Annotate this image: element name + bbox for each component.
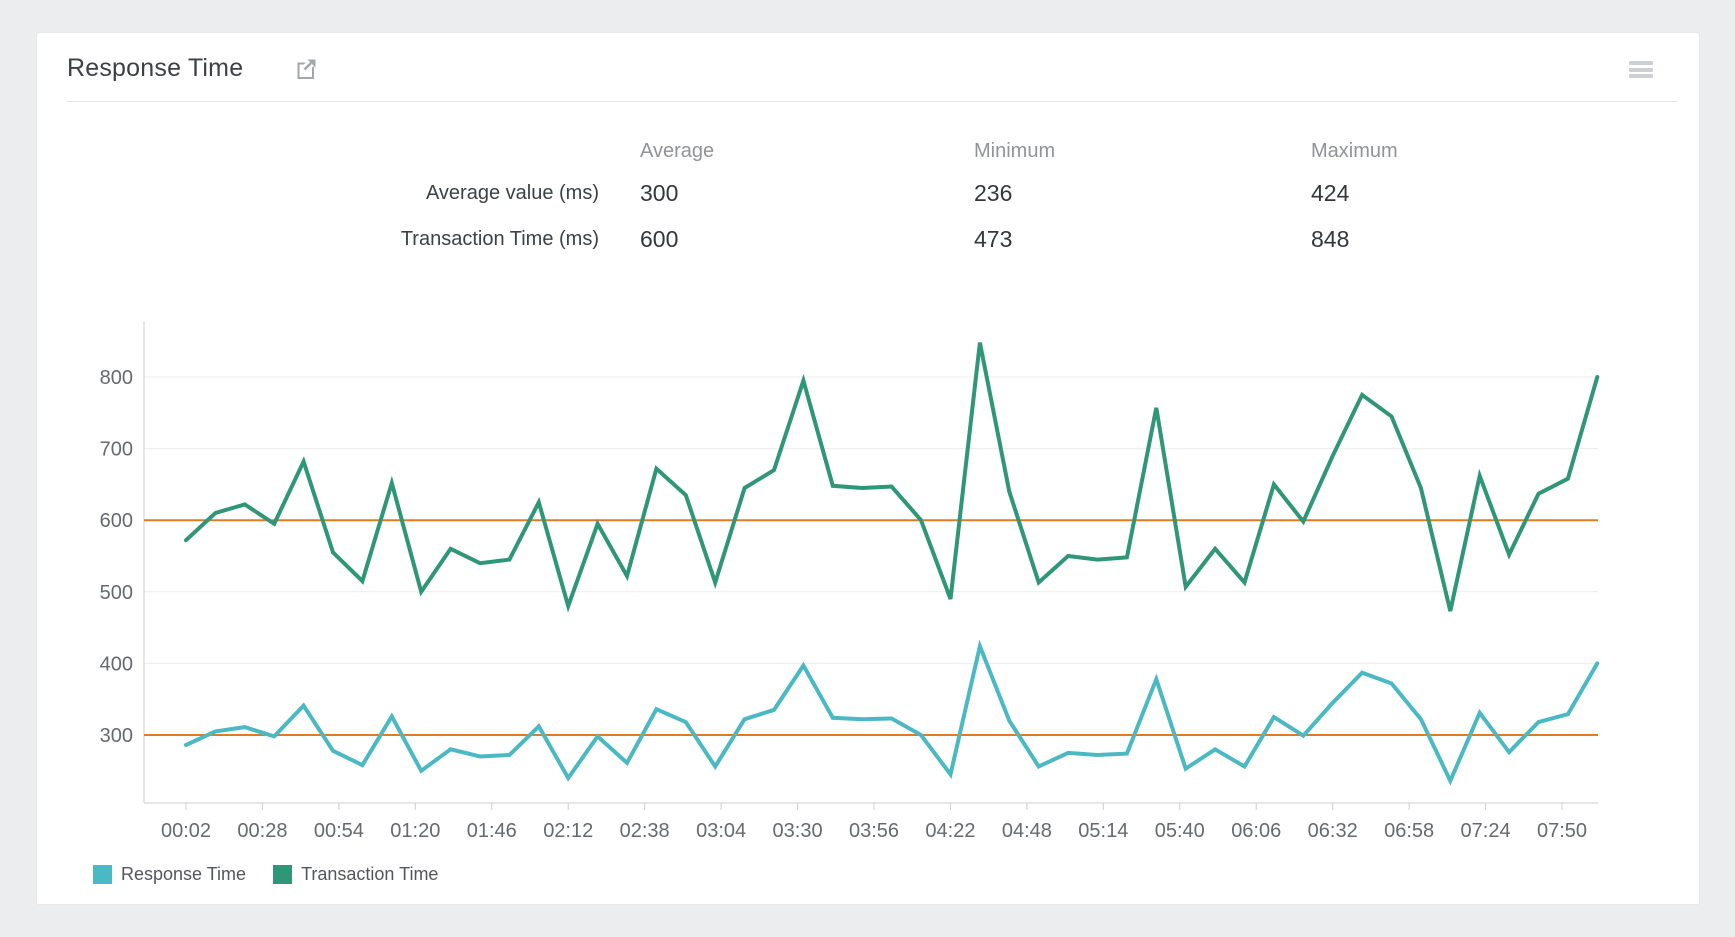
stats-col-minimum: Minimum [974, 140, 1056, 162]
y-axis-label: 500 [100, 582, 133, 604]
y-axis-label: 300 [100, 725, 133, 747]
x-axis-label: 03:56 [849, 820, 899, 842]
x-axis-label: 06:32 [1308, 820, 1358, 842]
stats-average-value: 600 [640, 226, 679, 252]
stats-row-label: Average value (ms) [425, 182, 599, 204]
widget-header: Response Time [37, 33, 1699, 102]
series-line-transaction-time[interactable] [184, 342, 1600, 613]
x-axis-label: 06:06 [1231, 820, 1281, 842]
response-time-widget: Response Time Average Minimum Maximum Av… [36, 32, 1700, 905]
x-axis-label: 01:46 [467, 820, 517, 842]
stats-maximum-value: 848 [1311, 226, 1350, 252]
response-time-swatch [93, 865, 112, 884]
x-axis-label: 03:30 [773, 820, 823, 842]
stats-minimum-value: 473 [974, 226, 1013, 252]
legend-label: Response Time [121, 864, 247, 884]
stats-average-value: 300 [640, 180, 679, 206]
stats-row-transaction: Transaction Time (ms) 600 473 848 [37, 223, 1677, 255]
x-axis-label: 06:58 [1384, 820, 1434, 842]
y-axis-label: 400 [100, 653, 133, 675]
header-divider [67, 101, 1677, 102]
hamburger-menu-icon[interactable] [1629, 61, 1653, 78]
x-axis-label: 05:40 [1155, 820, 1205, 842]
transaction-time-swatch [273, 865, 293, 884]
x-axis-label: 02:38 [620, 820, 670, 842]
x-axis-label: 00:54 [314, 820, 364, 842]
stats-col-average: Average [640, 140, 715, 162]
stats-minimum-value: 236 [974, 180, 1013, 206]
x-axis-label: 04:48 [1002, 820, 1052, 842]
widget-title: Response Time [67, 54, 244, 82]
stats-row-label: Transaction Time (ms) [400, 228, 599, 250]
x-axis-label: 01:20 [390, 820, 440, 842]
stats-row-response: Average value (ms) 300 236 424 [37, 177, 1677, 209]
legend-label: Transaction Time [301, 864, 439, 884]
series-line-response-time[interactable] [184, 639, 1600, 786]
stats-table: Average Minimum Maximum Average value (m… [37, 125, 1699, 265]
x-axis-label: 00:28 [237, 820, 287, 842]
stats-header-row: Average Minimum Maximum [37, 135, 1677, 167]
line-chart[interactable]: 300 400 500 600 700 800 00:02 00:28 00:54 01:20 01… [37, 283, 1701, 863]
chart-canvas[interactable]: 300 400 500 600 700 800 00:02 00:28 00:54 01:20 01… [37, 283, 1701, 863]
x-axis-label: 02:12 [543, 820, 593, 842]
y-axis-label: 600 [100, 510, 133, 532]
chart-legend: Response Time Transaction Time [93, 864, 438, 885]
x-axis-label: 00:02 [161, 820, 211, 842]
x-axis-label: 04:22 [925, 820, 975, 842]
x-axis-label: 07:24 [1461, 820, 1511, 842]
x-axis-label: 07:50 [1537, 820, 1587, 842]
stats-col-maximum: Maximum [1311, 140, 1398, 162]
x-axis-label: 03:04 [696, 820, 746, 842]
open-in-new-window-icon[interactable] [295, 56, 319, 81]
legend-item-response-time[interactable]: Response Time [93, 864, 246, 885]
legend-item-transaction-time[interactable]: Transaction Time [273, 864, 438, 885]
stats-maximum-value: 424 [1311, 180, 1350, 206]
x-axis-label: 05:14 [1078, 820, 1128, 842]
y-axis-label: 700 [100, 439, 133, 461]
y-axis-label: 800 [100, 367, 133, 389]
